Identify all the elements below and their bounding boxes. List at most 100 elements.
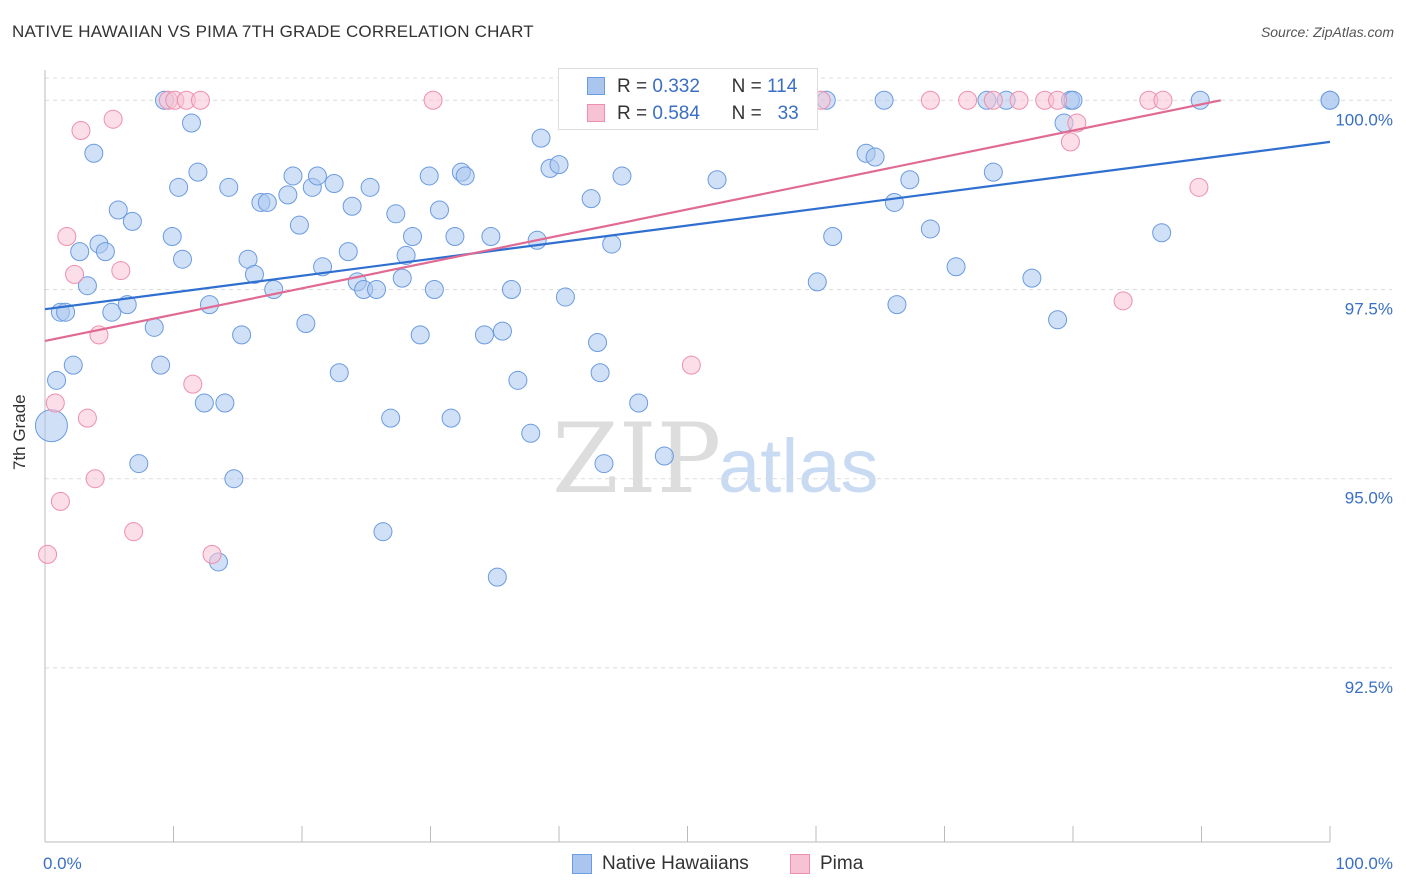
watermark-zip: ZIP: [552, 403, 721, 515]
native-hawaiians-point: [151, 355, 171, 375]
native-hawaiians-point: [342, 196, 362, 216]
r-label: R =: [617, 76, 648, 97]
n-value: 33: [777, 103, 799, 124]
native-hawaiians-point: [329, 363, 349, 383]
n-label: N =: [731, 103, 762, 124]
native-hawaiians-point: [823, 227, 843, 247]
native-hawaiians-point: [232, 325, 252, 345]
chart-title: NATIVE HAWAIIAN VS PIMA 7TH GRADE CORREL…: [12, 22, 534, 41]
native-hawaiians-point: [102, 302, 122, 322]
native-hawaiians-point: [70, 242, 90, 262]
stats-swatch-native-hawaiians: [587, 77, 605, 95]
native-hawaiians-point: [386, 204, 406, 224]
native-hawaiians-point: [244, 264, 264, 284]
legend-label: Pima: [820, 853, 864, 874]
pima-point: [1009, 90, 1029, 110]
native-hawaiians-point: [84, 143, 104, 163]
pima-point: [1189, 177, 1209, 197]
y-tick-label: 95.0%: [1345, 489, 1393, 508]
native-hawaiians-point: [194, 393, 214, 413]
native-hawaiians-point: [419, 166, 439, 186]
native-hawaiians-point: [324, 174, 344, 194]
pima-point: [85, 469, 105, 489]
native-hawaiians-point: [307, 166, 327, 186]
native-hawaiians-point: [219, 177, 239, 197]
native-hawaiians-point: [199, 295, 219, 315]
native-hawaiians-point: [429, 200, 449, 220]
r-value: 0.584: [652, 103, 700, 124]
native-hawaiians-point: [492, 321, 512, 341]
native-hawaiians-point: [588, 332, 608, 352]
native-hawaiians-point: [508, 370, 528, 390]
native-hawaiians-point: [172, 249, 192, 269]
pima-point: [423, 90, 443, 110]
native-hawaiians-point: [403, 227, 423, 247]
native-hawaiians-point: [77, 276, 97, 296]
native-hawaiians-point: [874, 90, 894, 110]
native-hawaiians-point: [95, 242, 115, 262]
native-hawaiians-point: [181, 113, 201, 133]
native-hawaiians-point: [1320, 90, 1340, 110]
y-axis-label: 7th Grade: [10, 394, 29, 470]
native-hawaiians-point: [594, 454, 614, 474]
native-hawaiians-point: [215, 393, 235, 413]
native-hawaiians-point: [63, 355, 83, 375]
native-hawaiians-point: [224, 469, 244, 489]
native-hawaiians-point: [521, 423, 541, 443]
native-hawaiians-point: [549, 155, 569, 175]
r-label: R =: [617, 103, 648, 124]
native-hawaiians-point: [501, 279, 521, 299]
native-hawaiians-point: [887, 295, 907, 315]
native-hawaiians-point: [392, 268, 412, 288]
legend-label: Native Hawaiians: [602, 853, 749, 874]
native-hawaiians-point: [487, 567, 507, 587]
native-hawaiians-point: [289, 215, 309, 235]
native-hawaiians-point: [531, 128, 551, 148]
pima-point: [1067, 113, 1087, 133]
native-hawaiians-point: [313, 257, 333, 277]
native-hawaiians-point: [612, 166, 632, 186]
native-hawaiians-point: [144, 317, 164, 337]
stats-box: R = 0.332 N = 114 R = 0.584 N = 33: [558, 68, 818, 130]
pima-point: [1113, 291, 1133, 311]
pima-point: [77, 408, 97, 428]
native-hawaiians-point: [555, 287, 575, 307]
native-hawaiians-point: [1048, 310, 1068, 330]
native-hawaiians-point: [654, 446, 674, 466]
native-hawaiians-point: [629, 393, 649, 413]
native-hawaiians-point: [474, 325, 494, 345]
y-tick-label: 92.5%: [1345, 678, 1393, 697]
native-hawaiians-point: [410, 325, 430, 345]
pima-point: [1060, 132, 1080, 152]
native-hawaiians-point: [373, 522, 393, 542]
native-hawaiians-point: [590, 363, 610, 383]
stats-swatch-pima: [587, 104, 605, 122]
source-label: Source: ZipAtlas.com: [1260, 24, 1394, 40]
pima-point: [50, 491, 70, 511]
native-hawaiians-point: [338, 242, 358, 262]
native-hawaiians-point: [108, 200, 128, 220]
y-tick-label: 100.0%: [1335, 110, 1393, 129]
pima-point: [983, 90, 1003, 110]
native-hawaiians-point: [445, 227, 465, 247]
pima-point: [57, 227, 77, 247]
x-tick-label: 0.0%: [43, 854, 82, 873]
native-hawaiians-point: [34, 409, 68, 443]
pima-point: [38, 544, 58, 564]
native-hawaiians-point: [581, 189, 601, 209]
pima-point: [124, 522, 144, 542]
pima-trendline: [44, 99, 1221, 343]
pima-point: [45, 393, 65, 413]
legend-swatch-pima: [790, 854, 810, 874]
pima-point: [103, 109, 123, 129]
pima-point: [958, 90, 978, 110]
native-hawaiians-point: [900, 170, 920, 190]
pima-point: [681, 355, 701, 375]
x-tick-label: 100.0%: [1335, 854, 1393, 873]
n-value: 114: [767, 76, 798, 97]
native-hawaiians-point: [920, 219, 940, 239]
native-hawaiians-point: [1152, 223, 1172, 243]
native-hawaiians-point: [865, 147, 885, 167]
native-hawaiians-point: [129, 454, 149, 474]
